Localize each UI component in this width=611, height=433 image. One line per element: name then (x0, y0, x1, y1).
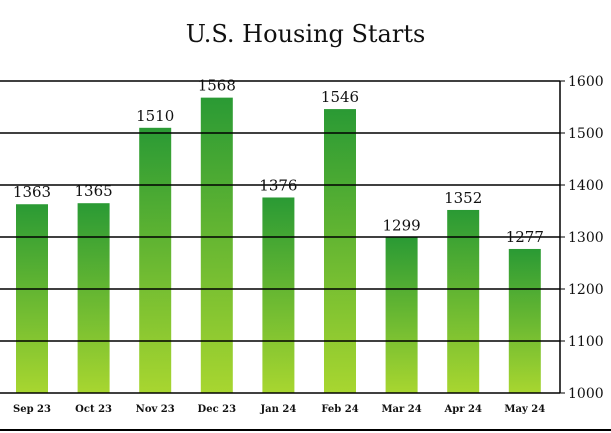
category-label: Apr 24 (443, 404, 481, 415)
y-tick-label: 1200 (568, 282, 604, 298)
category-label: Feb 24 (321, 404, 358, 415)
y-tick-label: 1400 (568, 178, 604, 194)
y-tick-label: 1300 (568, 230, 604, 246)
category-label: Dec 23 (198, 404, 237, 415)
y-tick-label: 1600 (568, 74, 604, 90)
data-label: 1299 (383, 217, 421, 235)
data-label: 1352 (444, 189, 482, 207)
y-tick-label: 1100 (568, 334, 604, 350)
data-label: 1363 (13, 183, 51, 201)
bar-may-24 (508, 248, 541, 393)
data-label: 1365 (75, 182, 113, 200)
data-label: 1546 (321, 88, 359, 106)
bar-jan-24 (262, 197, 295, 393)
bar-sep-23 (16, 204, 48, 393)
bar-apr-24 (447, 209, 480, 393)
bar-feb-24 (324, 109, 356, 393)
category-label: Oct 23 (75, 404, 112, 415)
bar-nov-23 (139, 127, 172, 394)
data-label: 1568 (198, 77, 236, 95)
y-tick-label: 1000 (568, 386, 604, 402)
data-label: 1510 (136, 107, 174, 125)
bar-dec-23 (200, 97, 233, 393)
bar-oct-23 (77, 203, 110, 393)
chart-title: U.S. Housing Starts (185, 20, 426, 48)
data-label: 1277 (506, 228, 544, 246)
category-label: Nov 23 (136, 404, 175, 415)
category-label: May 24 (504, 404, 545, 415)
y-tick-label: 1500 (568, 126, 604, 142)
category-label: Sep 23 (13, 404, 51, 415)
category-label: Mar 24 (381, 404, 421, 415)
data-label: 1376 (259, 176, 297, 194)
category-label: Jan 24 (259, 404, 296, 415)
bar-mar-24 (385, 237, 418, 393)
